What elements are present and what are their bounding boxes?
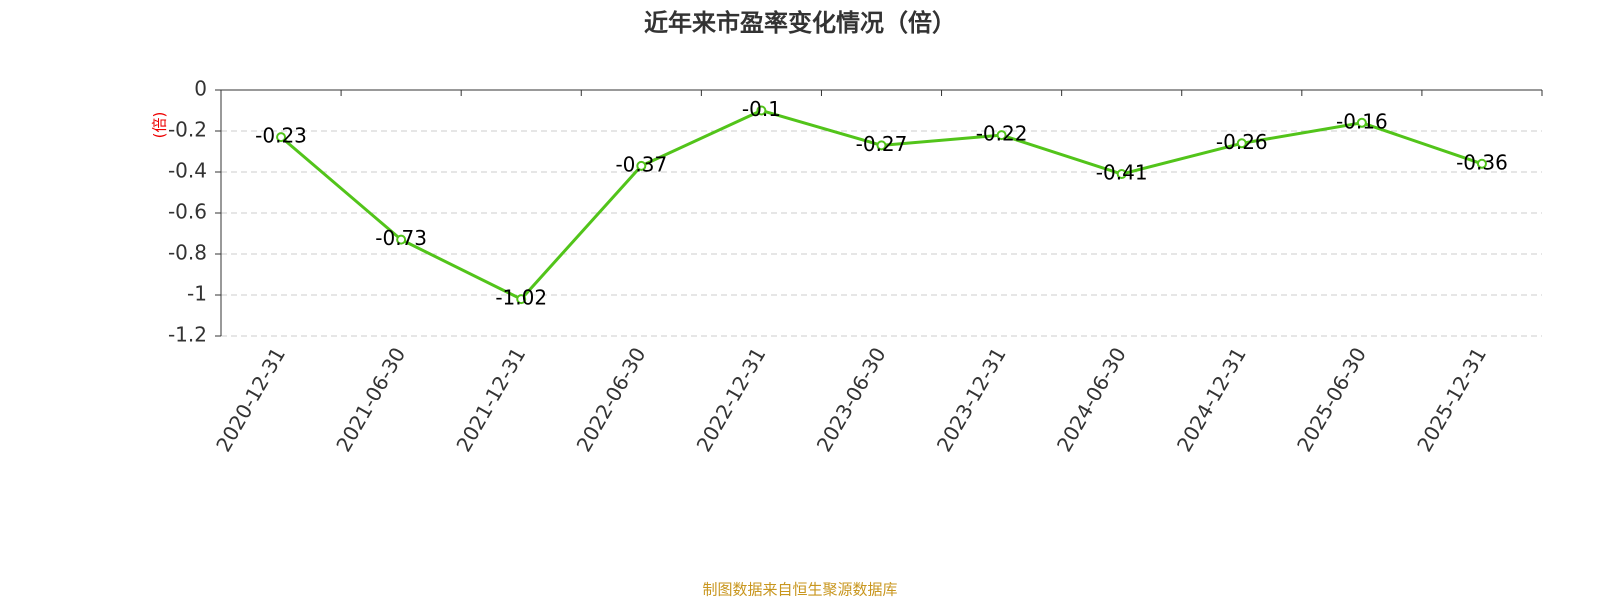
data-label: -0.37	[615, 152, 667, 176]
x-tick-label: 2021-12-31	[451, 343, 530, 456]
data-label: -0.73	[375, 226, 427, 250]
data-point	[1236, 138, 1247, 149]
y-tick-label: -1.2	[168, 323, 207, 347]
x-tick-label: 2022-06-30	[572, 343, 651, 456]
x-tick-label: 2023-12-31	[932, 343, 1011, 456]
data-label: -1.02	[495, 286, 547, 310]
y-tick-label: -0.4	[168, 159, 207, 183]
y-tick-label: -0.2	[168, 118, 207, 142]
data-point	[396, 234, 407, 245]
data-label: -0.22	[976, 122, 1028, 146]
x-tick-label: 2025-06-30	[1292, 343, 1371, 456]
data-label: -0.27	[856, 132, 908, 156]
data-point	[636, 160, 647, 171]
data-point	[1116, 169, 1127, 180]
data-label: -0.1	[742, 97, 781, 121]
data-point	[1476, 158, 1487, 169]
x-tick-label: 2023-06-30	[812, 343, 891, 456]
x-tick-label: 2021-06-30	[331, 343, 410, 456]
chart-title: 近年来市盈率变化情况（倍）	[644, 9, 956, 37]
x-tick-label: 2022-12-31	[692, 343, 771, 456]
data-label: -0.41	[1096, 161, 1148, 185]
x-tick-label: 2025-12-31	[1412, 343, 1491, 456]
data-point	[516, 294, 527, 305]
data-point	[996, 130, 1007, 141]
data-point	[1356, 117, 1367, 128]
data-point	[876, 140, 887, 151]
source-note: 制图数据来自恒生聚源数据库	[702, 581, 897, 599]
data-point	[756, 105, 767, 116]
data-point	[276, 132, 287, 143]
x-tick-label: 2024-06-30	[1052, 343, 1131, 456]
data-label: -0.26	[1216, 130, 1268, 154]
y-tick-label: -0.6	[168, 200, 207, 224]
x-tick-label: 2020-12-31	[211, 343, 290, 456]
data-label: -0.16	[1336, 109, 1388, 133]
data-label: -0.36	[1456, 150, 1508, 174]
data-label: -0.23	[255, 124, 307, 148]
y-axis-label: (倍)	[151, 112, 169, 139]
x-tick-label: 2024-12-31	[1172, 343, 1251, 456]
y-tick-label: -0.8	[168, 241, 207, 265]
y-tick-label: -1	[187, 282, 207, 306]
y-tick-label: 0	[194, 77, 207, 101]
